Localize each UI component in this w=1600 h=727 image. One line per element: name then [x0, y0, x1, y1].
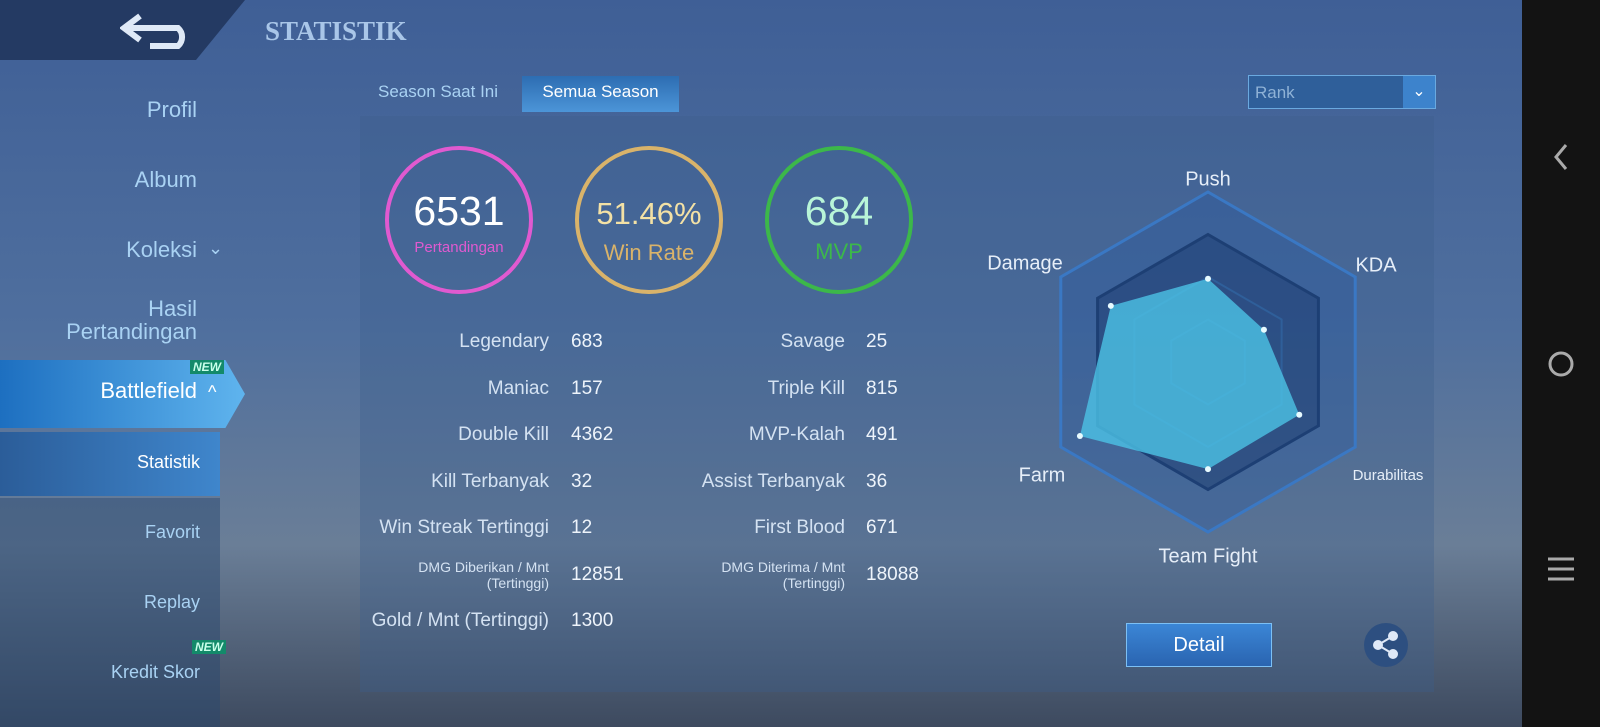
summary-label: Win Rate: [603, 240, 695, 265]
submenu-item[interactable]: Statistik: [136, 452, 200, 472]
radar-label: Push: [1185, 168, 1231, 190]
stat-value: 12851: [571, 563, 624, 585]
summary-circle: 51.46% Win Rate: [575, 146, 723, 294]
stat-value: 491: [866, 424, 898, 445]
radar-point: [1205, 275, 1211, 282]
radar-point: [1205, 466, 1211, 473]
stat-label: Win Streak Tertinggi: [379, 517, 549, 538]
stat-label: Savage: [780, 331, 845, 352]
dropdown-arrow: ⌄: [1403, 76, 1435, 108]
stat-value: 12: [571, 517, 593, 538]
radar-area: [1079, 278, 1300, 470]
dropdown[interactable]: Rank ⌄: [1248, 75, 1436, 109]
new-badge: NEW: [190, 360, 224, 374]
submenu-item[interactable]: Kredit Skor: [110, 662, 200, 682]
stat-value: 815: [866, 377, 898, 399]
summary-value: 51.46%: [596, 196, 702, 231]
tab-active[interactable]: Semua Season: [522, 76, 679, 112]
menu-item[interactable]: Hasil Pertandingan: [66, 296, 197, 344]
stat-value: 671: [866, 517, 898, 538]
system-bar: [1522, 0, 1600, 727]
new-badge: NEW: [192, 640, 226, 654]
stat-label: First Blood: [754, 517, 845, 538]
chevron-down: ⌄: [208, 238, 224, 258]
stat-value: 25: [866, 331, 888, 352]
stat-value: 683: [571, 331, 603, 352]
stat-label: MVP-Kalah: [748, 424, 845, 445]
menu-item[interactable]: Profil: [146, 97, 197, 122]
radar-label: Damage: [987, 252, 1063, 274]
stat-label: Triple Kill: [767, 377, 845, 399]
radar-label: Farm: [1019, 464, 1066, 486]
radar-point: [1296, 411, 1303, 418]
dropdown-value: Rank: [1255, 83, 1295, 102]
radar-point: [1076, 432, 1083, 439]
menu-item[interactable]: Battlefield: [100, 378, 197, 403]
radar-label: Team Fight: [1159, 545, 1258, 567]
stat-value: 32: [571, 470, 593, 492]
stat-label: Gold / Mnt (Tertinggi): [371, 610, 549, 631]
chevron-up: ^: [208, 382, 217, 402]
summary-value: 6531: [413, 188, 505, 234]
submenu-item[interactable]: Replay: [143, 592, 200, 612]
summary-circle: 6531 Pertandingan: [385, 146, 533, 294]
stat-label: Assist Terbanyak: [701, 470, 845, 492]
stat-label: Kill Terbanyak: [431, 470, 549, 492]
radar-label: KDA: [1355, 254, 1397, 276]
stat-value: 1300: [571, 610, 614, 631]
summary-value: 684: [804, 188, 874, 234]
summary-label: MVP: [815, 239, 863, 264]
system-icons: [1548, 144, 1574, 581]
summary-circle: 684 MVP: [765, 146, 913, 294]
menu-item[interactable]: Album: [134, 167, 197, 192]
submenu-active: [0, 432, 220, 496]
radar-point: [1107, 302, 1114, 309]
stat-value: 157: [571, 377, 603, 399]
submenu-bg: [0, 498, 220, 727]
page-title: STATISTIK: [265, 16, 407, 46]
stat-label: Maniac: [487, 377, 549, 399]
stat-label: DMG Diberikan / Mnt (Tertinggi): [418, 558, 549, 591]
summary-label: Pertandingan: [414, 239, 504, 256]
radar-point: [1260, 326, 1267, 333]
share-button[interactable]: [1363, 622, 1409, 668]
stat-label: Double Kill: [458, 424, 549, 445]
menu-item[interactable]: Koleksi: [126, 237, 197, 262]
submenu-item[interactable]: Favorit: [144, 522, 200, 542]
stat-value: 4362: [571, 424, 614, 445]
stat-value: 36: [866, 470, 888, 492]
detail-button[interactable]: Detail: [1126, 623, 1272, 667]
tab[interactable]: Season Saat Ini: [378, 82, 499, 101]
stat-label: Legendary: [459, 331, 549, 352]
back-button[interactable]: [120, 8, 200, 52]
stat-label: DMG Diterima / Mnt (Tertinggi): [721, 558, 845, 591]
stat-value: 18088: [866, 563, 919, 585]
radar-label: Durabilitas: [1353, 467, 1424, 484]
